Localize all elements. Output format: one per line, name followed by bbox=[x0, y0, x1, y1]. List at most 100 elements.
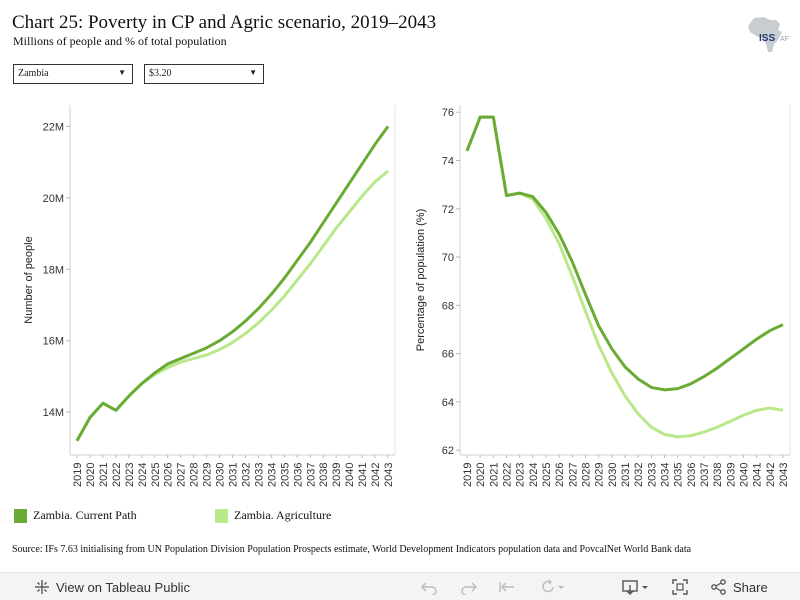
revert-button[interactable] bbox=[498, 579, 518, 595]
threshold-dropdown[interactable]: $3.20 ▼ bbox=[144, 64, 264, 84]
x-tick-label: 2020 bbox=[85, 463, 97, 487]
y-tick-label: 76 bbox=[442, 107, 454, 119]
x-tick-label: 2021 bbox=[98, 463, 110, 487]
share-button[interactable]: Share bbox=[710, 579, 768, 595]
fullscreen-icon bbox=[672, 579, 688, 595]
logo-suffix: AF bbox=[780, 36, 789, 43]
x-tick-label: 2040 bbox=[739, 463, 751, 487]
x-tick-label: 2039 bbox=[725, 463, 737, 487]
x-tick-label: 2035 bbox=[279, 463, 291, 487]
fullscreen-button[interactable] bbox=[672, 579, 688, 595]
x-tick-label: 2035 bbox=[673, 463, 685, 487]
x-tick-label: 2039 bbox=[331, 463, 343, 487]
x-tick-label: 2041 bbox=[752, 463, 764, 487]
legend-item-agriculture[interactable]: Zambia. Agriculture bbox=[215, 508, 331, 523]
y-tick-label: 22M bbox=[43, 121, 64, 133]
x-tick-label: 2043 bbox=[778, 463, 790, 487]
x-tick-label: 2025 bbox=[150, 463, 162, 487]
y-tick-label: 20M bbox=[43, 193, 64, 205]
x-tick-label: 2034 bbox=[266, 463, 278, 487]
y-tick-label: 18M bbox=[43, 264, 64, 276]
country-dropdown[interactable]: Zambia ▼ bbox=[13, 64, 133, 84]
y-tick-label: 14M bbox=[43, 407, 64, 419]
download-button[interactable] bbox=[622, 579, 652, 595]
redo-icon bbox=[461, 582, 477, 595]
undo-icon bbox=[421, 582, 437, 595]
x-tick-label: 2032 bbox=[240, 463, 252, 487]
x-tick-label: 2023 bbox=[515, 463, 527, 487]
series-line-zambia-agriculture bbox=[465, 115, 784, 439]
x-tick-label: 2042 bbox=[765, 463, 777, 487]
y-tick-label: 68 bbox=[442, 300, 454, 312]
x-tick-label: 2024 bbox=[528, 463, 540, 487]
revert-icon bbox=[499, 582, 514, 592]
x-tick-label: 2033 bbox=[253, 463, 265, 487]
x-tick-label: 2022 bbox=[111, 463, 123, 487]
country-dropdown-value: Zambia bbox=[18, 68, 49, 79]
y-axis-title: Percentage of population (%) bbox=[415, 209, 427, 351]
x-tick-label: 2022 bbox=[502, 463, 514, 487]
legend-swatch-agriculture bbox=[215, 509, 228, 523]
dropdown-caret-icon: ▼ bbox=[118, 68, 126, 77]
x-tick-label: 2026 bbox=[554, 463, 566, 487]
x-tick-label: 2029 bbox=[202, 463, 214, 487]
tableau-logo-icon bbox=[35, 580, 49, 594]
y-tick-label: 66 bbox=[442, 349, 454, 361]
x-tick-label: 2028 bbox=[581, 463, 593, 487]
x-tick-label: 2034 bbox=[660, 463, 672, 487]
x-tick-label: 2042 bbox=[370, 463, 382, 487]
x-tick-label: 2026 bbox=[163, 463, 175, 487]
legend-item-current-path[interactable]: Zambia. Current Path bbox=[14, 508, 137, 523]
redo-button[interactable] bbox=[460, 579, 478, 595]
y-tick-label: 62 bbox=[442, 445, 454, 457]
legend-swatch-current-path bbox=[14, 509, 27, 523]
threshold-dropdown-value: $3.20 bbox=[149, 68, 172, 79]
x-tick-label: 2040 bbox=[344, 463, 356, 487]
x-tick-label: 2019 bbox=[72, 463, 84, 487]
x-tick-label: 2037 bbox=[699, 463, 711, 487]
y-tick-label: 70 bbox=[442, 252, 454, 264]
x-tick-label: 2032 bbox=[633, 463, 645, 487]
share-label: Share bbox=[733, 579, 768, 595]
x-tick-label: 2038 bbox=[318, 463, 330, 487]
view-on-tableau-label: View on Tableau Public bbox=[56, 579, 190, 595]
x-tick-label: 2021 bbox=[488, 463, 500, 487]
x-tick-label: 2041 bbox=[357, 463, 369, 487]
source-note: Source: IFs 7.63 initialising from UN Po… bbox=[12, 544, 692, 555]
download-icon bbox=[622, 580, 648, 595]
x-tick-label: 2037 bbox=[305, 463, 317, 487]
undo-button[interactable] bbox=[420, 579, 438, 595]
chart-title: Chart 25: Poverty in CP and Agric scenar… bbox=[12, 12, 437, 33]
chart-subtitle: Millions of people and % of total popula… bbox=[13, 34, 227, 48]
x-tick-label: 2028 bbox=[189, 463, 201, 487]
y-axis-title: Number of people bbox=[23, 236, 35, 323]
x-tick-label: 2019 bbox=[462, 463, 474, 487]
x-tick-label: 2025 bbox=[541, 463, 553, 487]
refresh-button[interactable] bbox=[538, 579, 564, 595]
x-tick-label: 2031 bbox=[228, 463, 240, 487]
iss-africa-logo: ISS AF bbox=[748, 17, 789, 52]
dropdown-caret-icon: ▼ bbox=[249, 68, 257, 77]
x-tick-label: 2024 bbox=[137, 463, 149, 487]
x-tick-label: 2036 bbox=[686, 463, 698, 487]
x-tick-label: 2038 bbox=[712, 463, 724, 487]
percentage-line-chart[interactable]: 62 64 66 68 70 72 74 76 2019 2020 2021 2022 2023 2024… bbox=[400, 95, 795, 495]
view-on-tableau-button[interactable]: View on Tableau Public bbox=[34, 579, 190, 595]
x-tick-label: 2036 bbox=[292, 463, 304, 487]
y-tick-label: 16M bbox=[43, 336, 64, 348]
y-tick-label: 72 bbox=[442, 204, 454, 216]
x-tick-label: 2030 bbox=[607, 463, 619, 487]
share-icon bbox=[711, 579, 726, 595]
x-tick-label: 2029 bbox=[594, 463, 606, 487]
x-tick-label: 2043 bbox=[383, 463, 395, 487]
africa-map-icon bbox=[748, 17, 782, 52]
y-tick-label: 74 bbox=[442, 156, 454, 168]
x-tick-label: 2027 bbox=[176, 463, 188, 487]
x-tick-label: 2023 bbox=[124, 463, 136, 487]
logo-text: ISS bbox=[759, 33, 775, 44]
refresh-icon bbox=[542, 579, 564, 593]
tableau-toolbar: View on Tableau Public Share bbox=[0, 572, 800, 600]
y-tick-label: 64 bbox=[442, 397, 454, 409]
x-tick-label: 2031 bbox=[620, 463, 632, 487]
